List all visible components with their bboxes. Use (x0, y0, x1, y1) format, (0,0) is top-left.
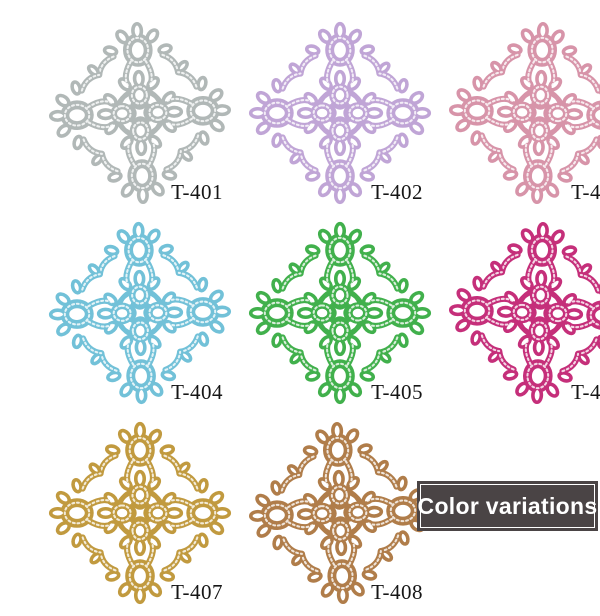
product-cell: T-402 (240, 16, 440, 216)
product-code-label: T-408 (371, 580, 423, 604)
product-code-label: T-403 (571, 180, 600, 204)
lace-motif-photo (46, 419, 234, 607)
product-cell: T-408 (240, 416, 440, 616)
product-code-label: T-404 (171, 380, 223, 404)
product-cell: T-406 (440, 216, 600, 416)
product-cell: T-401 (40, 16, 240, 216)
badge-cell: Color variations (400, 400, 600, 600)
product-cell: T-404 (40, 216, 240, 416)
lace-motif-photo (246, 19, 434, 207)
product-cell: T-403 (440, 16, 600, 216)
product-code-label: T-402 (371, 180, 423, 204)
product-code-label: T-405 (371, 380, 423, 404)
color-variations-badge: Color variations (417, 481, 598, 531)
product-code-label: T-401 (171, 180, 223, 204)
product-cell: T-405 (240, 216, 440, 416)
badge-inner-border: Color variations (417, 484, 598, 528)
lace-motif-photo (246, 219, 434, 407)
product-code-label: T-406 (571, 380, 600, 404)
product-code-label: T-407 (171, 580, 223, 604)
product-cell: T-407 (40, 416, 240, 616)
color-variations-board: T-401 T-402 T-403 T-404 T-405 T-406 T-40… (0, 0, 600, 600)
badge-label: Color variations (417, 492, 598, 519)
